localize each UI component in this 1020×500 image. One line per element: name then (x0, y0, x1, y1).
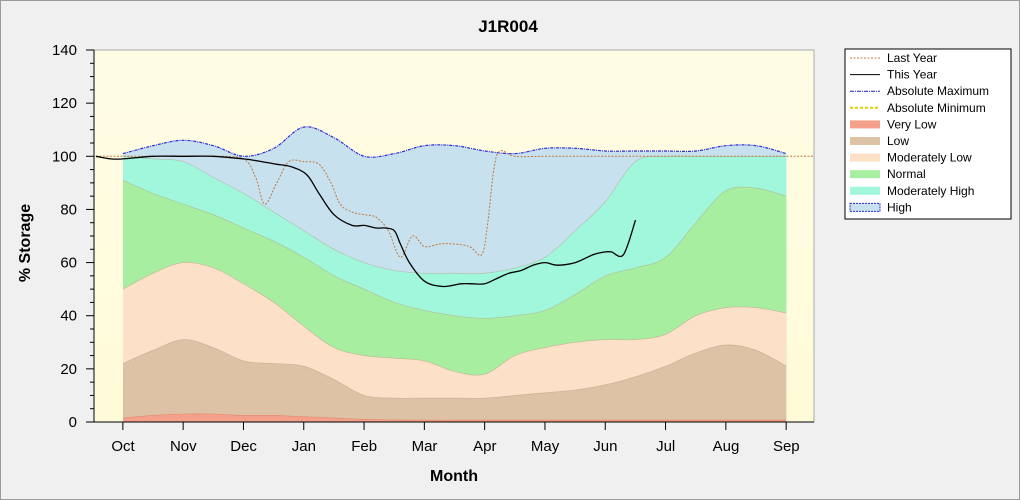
chart-title: J1R004 (478, 17, 538, 36)
x-tick-label: May (531, 438, 560, 455)
x-tick-label: Aug (713, 438, 740, 455)
x-tick-label: Jun (593, 438, 617, 455)
legend-item-normal: Normal (850, 167, 926, 181)
axis-layer: 0 20 40 60 80 100 120 140 Oct Nov Dec Jan Feb Mar Apr M… (52, 42, 814, 455)
x-tick-label: Jan (292, 438, 316, 455)
band-edge-moderately-low (122, 262, 787, 376)
legend-swatch (850, 137, 880, 145)
legend-label: Low (887, 134, 909, 148)
x-tick-label: Sep (773, 438, 800, 455)
legend-swatch (850, 153, 880, 162)
legend-label: Normal (887, 167, 926, 181)
y-tick-label: 100 (52, 148, 77, 165)
x-tick-label: Feb (351, 438, 377, 455)
legend-label: Moderately Low (887, 151, 972, 165)
bands-layer (123, 126, 787, 422)
legend-swatch (849, 202, 881, 212)
y-tick-label: 80 (60, 201, 77, 218)
legend-item-this-year: This Year (850, 68, 937, 82)
x-axis-label: Month (430, 468, 478, 485)
band-edge-moderately-high (122, 155, 787, 274)
legend-items: Last Year This Year Absolute Maximum Absolu… (849, 51, 989, 214)
x-tick-label: Oct (111, 438, 135, 455)
band-edge-very-low (122, 413, 787, 421)
legend-swatch (850, 186, 880, 195)
legend-item-absolute-maximum: Absolute Maximum (850, 84, 989, 98)
x-tick-label: Jul (656, 438, 675, 455)
series-layer (95, 150, 814, 288)
y-tick-label: 140 (52, 42, 77, 59)
y-axis-label: % Storage (17, 204, 34, 282)
legend-item-low: Low (850, 134, 909, 148)
band-edge-normal (122, 179, 787, 319)
legend-label: Very Low (887, 117, 937, 131)
y-tick-label: 40 (60, 308, 77, 325)
legend-label: Absolute Minimum (887, 101, 986, 115)
legend-label: Last Year (887, 51, 937, 65)
y-tick-label: 120 (52, 95, 77, 112)
band-low (123, 339, 787, 422)
band-edge-layer (122, 126, 787, 421)
legend-item-very-low: Very Low (850, 117, 937, 131)
y-tick-label: 0 (69, 414, 77, 431)
series-this-year (95, 155, 637, 288)
legend-label: Absolute Maximum (887, 84, 989, 98)
legend-item-moderately-low: Moderately Low (850, 151, 972, 165)
x-tick-label: Dec (230, 438, 257, 455)
series-last-year (95, 150, 814, 258)
legend-swatch (850, 170, 880, 179)
legend: Last Year This Year Absolute Maximum Absolu… (844, 48, 1012, 220)
legend-swatch (850, 120, 880, 129)
band-edge-low (122, 339, 787, 399)
x-tick-label: Apr (473, 438, 496, 455)
legend-label: High (887, 200, 912, 214)
x-tick-label: Nov (170, 438, 197, 455)
legend-item-moderately-high: Moderately High (850, 184, 974, 198)
x-tick-label: Mar (412, 438, 438, 455)
y-tick-label: 20 (60, 361, 77, 378)
band-very-low (123, 413, 787, 422)
band-edge-high (122, 126, 787, 158)
legend-label: This Year (887, 68, 937, 82)
legend-item-last-year: Last Year (850, 51, 937, 65)
legend-item-high: High (849, 200, 912, 214)
y-tick-label: 60 (60, 255, 77, 272)
legend-label: Moderately High (887, 184, 974, 198)
legend-item-absolute-minimum: Absolute Minimum (850, 101, 986, 115)
